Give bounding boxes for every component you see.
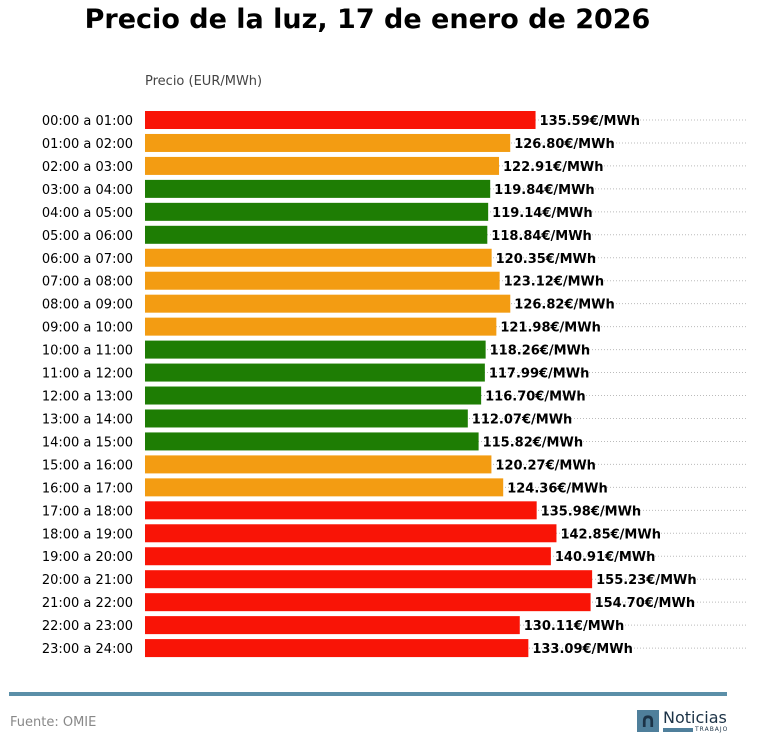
data-label: 124.36€/MWh bbox=[507, 481, 608, 496]
bar bbox=[145, 111, 536, 129]
bar-chart: 00:00 a 01:00 135.59€/MWh 01:00 a 02:00 126… bbox=[42, 111, 747, 658]
noticias-trabajo-logo: ∩ Noticias TRABAJO bbox=[637, 708, 729, 735]
data-label: 126.82€/MWh bbox=[514, 298, 615, 313]
category-label: 05:00 a 06:00 bbox=[42, 229, 133, 244]
data-label: 119.14€/MWh bbox=[492, 206, 593, 221]
data-label: 119.84€/MWh bbox=[494, 183, 595, 198]
bar bbox=[145, 202, 489, 221]
bar bbox=[145, 455, 492, 474]
data-label: 126.80€/MWh bbox=[514, 137, 615, 152]
data-label: 121.98€/MWh bbox=[500, 321, 601, 336]
logo-sub: TRABAJO bbox=[695, 726, 729, 733]
category-label: 00:00 a 01:00 bbox=[42, 114, 133, 129]
category-label: 22:00 a 23:00 bbox=[42, 619, 133, 634]
data-label: 130.11€/MWh bbox=[524, 619, 625, 634]
logo-underline bbox=[663, 728, 693, 732]
category-label: 07:00 a 08:00 bbox=[42, 275, 133, 290]
data-label: 140.91€/MWh bbox=[555, 550, 656, 565]
bar bbox=[145, 570, 593, 589]
source-note: Fuente: OMIE bbox=[10, 715, 97, 730]
data-label: 123.12€/MWh bbox=[504, 275, 604, 290]
bar bbox=[145, 409, 468, 428]
category-label: 15:00 a 16:00 bbox=[42, 458, 133, 473]
category-label: 18:00 a 19:00 bbox=[42, 527, 133, 542]
bar bbox=[145, 133, 511, 152]
data-label: 112.07€/MWh bbox=[472, 412, 573, 427]
chart-title: Precio de la luz, 17 de enero de 2026 bbox=[84, 4, 651, 35]
category-label: 16:00 a 17:00 bbox=[42, 481, 133, 496]
bar bbox=[145, 501, 537, 520]
data-label: 135.59€/MWh bbox=[540, 114, 641, 129]
data-label: 133.09€/MWh bbox=[532, 642, 633, 657]
category-label: 20:00 a 21:00 bbox=[42, 573, 133, 588]
logo-name: Noticias bbox=[663, 708, 727, 727]
bar bbox=[145, 386, 482, 405]
data-label: 115.82€/MWh bbox=[483, 435, 584, 450]
data-label: 117.99€/MWh bbox=[489, 367, 589, 382]
data-label: 142.85€/MWh bbox=[560, 527, 661, 542]
data-label: 155.23€/MWh bbox=[596, 573, 697, 588]
bar bbox=[145, 225, 488, 244]
bar bbox=[145, 317, 497, 336]
bar bbox=[145, 156, 500, 175]
category-label: 01:00 a 02:00 bbox=[42, 137, 133, 152]
bar bbox=[145, 639, 529, 658]
bar bbox=[145, 363, 485, 382]
category-label: 19:00 a 20:00 bbox=[42, 550, 133, 565]
category-label: 04:00 a 05:00 bbox=[42, 206, 133, 221]
bar bbox=[145, 179, 491, 198]
data-label: 135.98€/MWh bbox=[541, 504, 642, 519]
category-label: 23:00 a 24:00 bbox=[42, 642, 133, 657]
category-label: 10:00 a 11:00 bbox=[42, 344, 133, 359]
bar bbox=[145, 593, 591, 612]
bar bbox=[145, 340, 486, 359]
data-label: 122.91€/MWh bbox=[503, 160, 604, 175]
category-label: 09:00 a 10:00 bbox=[42, 321, 133, 336]
category-label: 13:00 a 14:00 bbox=[42, 412, 133, 427]
category-label: 12:00 a 13:00 bbox=[42, 390, 133, 405]
footer-divider bbox=[9, 692, 727, 696]
bar bbox=[145, 271, 500, 290]
category-label: 11:00 a 12:00 bbox=[42, 367, 133, 382]
data-label: 120.27€/MWh bbox=[495, 458, 596, 473]
category-label: 14:00 a 15:00 bbox=[42, 435, 133, 450]
category-label: 03:00 a 04:00 bbox=[42, 183, 133, 198]
x-axis-label: Precio (EUR/MWh) bbox=[145, 74, 263, 89]
category-label: 21:00 a 22:00 bbox=[42, 596, 133, 611]
category-label: 06:00 a 07:00 bbox=[42, 252, 133, 267]
category-label: 08:00 a 09:00 bbox=[42, 298, 133, 313]
data-label: 120.35€/MWh bbox=[496, 252, 597, 267]
data-label: 118.84€/MWh bbox=[491, 229, 592, 244]
bar bbox=[145, 478, 504, 497]
bar bbox=[145, 432, 479, 451]
data-label: 118.26€/MWh bbox=[490, 344, 590, 359]
data-label: 154.70€/MWh bbox=[595, 596, 696, 611]
bar bbox=[145, 524, 557, 543]
category-label: 17:00 a 18:00 bbox=[42, 504, 133, 519]
bar bbox=[145, 248, 492, 267]
logo-mark: ∩ bbox=[637, 710, 659, 732]
bar bbox=[145, 547, 551, 566]
category-label: 02:00 a 03:00 bbox=[42, 160, 133, 175]
data-label: 116.70€/MWh bbox=[485, 390, 585, 405]
bar bbox=[145, 616, 520, 635]
bar bbox=[145, 294, 511, 313]
